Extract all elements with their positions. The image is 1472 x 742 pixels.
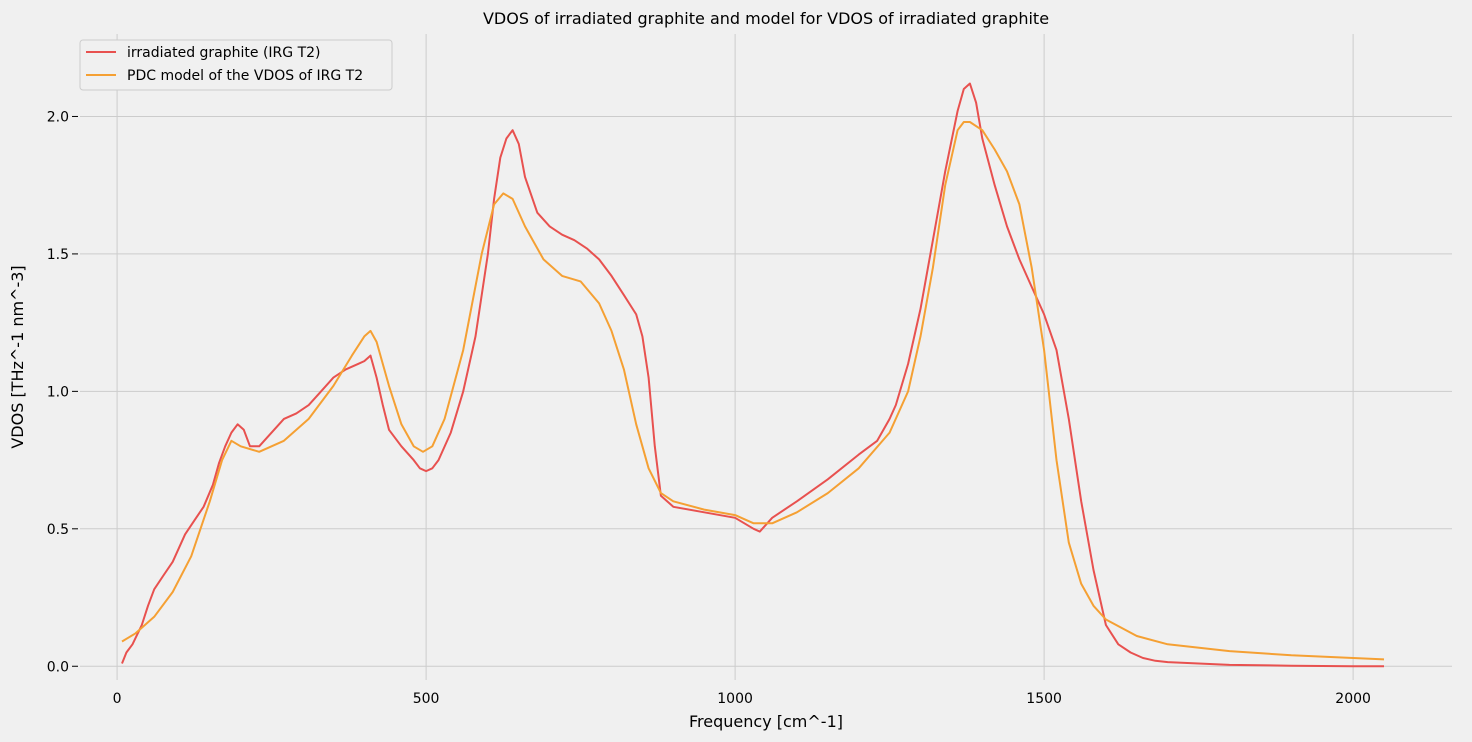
x-tick-label-2000: 2000 xyxy=(1335,691,1371,707)
series-layer xyxy=(121,82,1385,668)
y-tick-label-1.0: 1.0 xyxy=(47,384,69,400)
y-axis-ticks: 0.0 0.5 1.0 1.5 2.0 xyxy=(47,109,78,675)
legend-label-pdc-model: PDC model of the VDOS of IRG T2 xyxy=(127,68,363,84)
legend-label-irradiated-graphite: irradiated graphite (IRG T2) xyxy=(127,45,321,61)
x-axis-ticks: 0 500 1000 1500 2000 xyxy=(113,691,1371,707)
x-tick-label-0: 0 xyxy=(113,691,122,707)
grid-lines xyxy=(80,34,1452,680)
y-tick-label-1.5: 1.5 xyxy=(47,247,69,263)
series-pdc-model-line xyxy=(121,121,1385,661)
y-tick-label-2.0: 2.0 xyxy=(47,109,69,125)
legend-box xyxy=(79,39,393,91)
y-tick-label-0.5: 0.5 xyxy=(47,522,69,538)
y-tick-label-0.0: 0.0 xyxy=(47,659,69,675)
x-tick-label-500: 500 xyxy=(413,691,440,707)
series-irradiated-graphite-line xyxy=(121,82,1384,668)
chart-title: VDOS of irradiated graphite and model fo… xyxy=(483,9,1049,28)
legend: irradiated graphite (IRG T2) PDC model o… xyxy=(79,39,393,91)
x-axis-label: Frequency [cm^-1] xyxy=(689,712,843,731)
x-tick-label-1000: 1000 xyxy=(717,691,753,707)
x-tick-label-1500: 1500 xyxy=(1026,691,1062,707)
y-axis-label: VDOS [THz^-1 nm^-3] xyxy=(8,265,27,448)
